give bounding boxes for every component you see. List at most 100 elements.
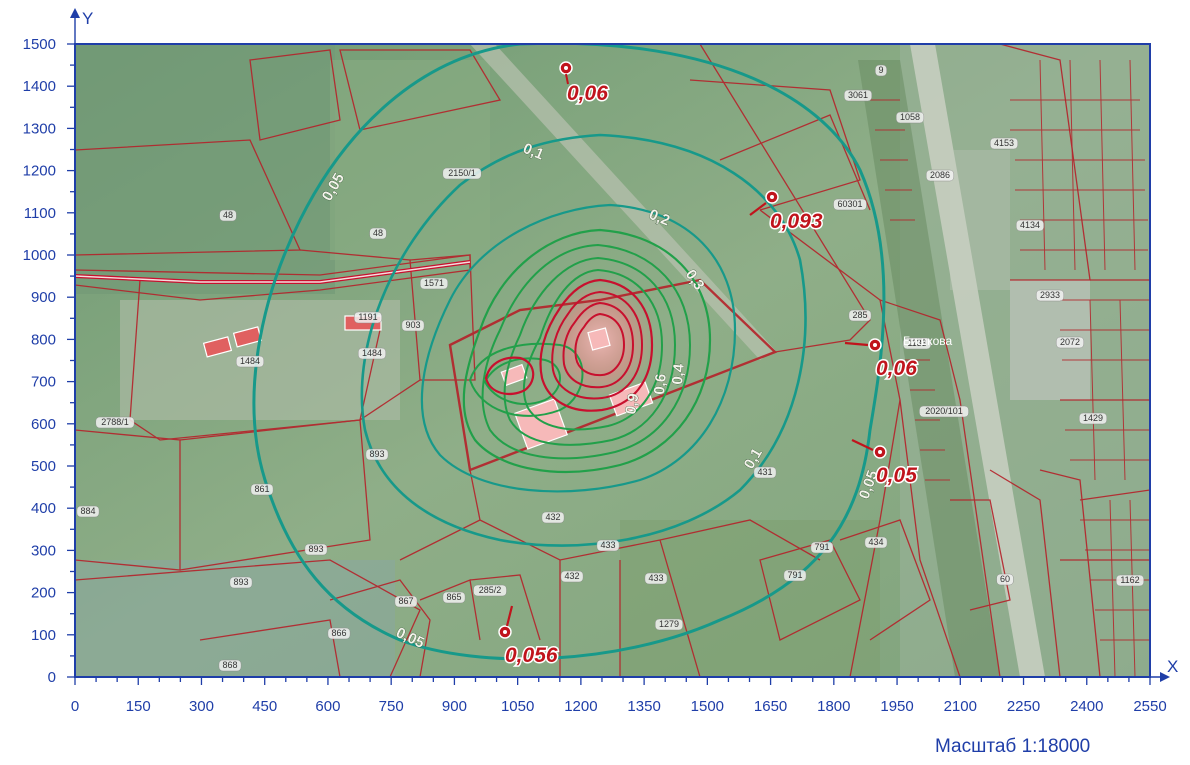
parcel-label-bg — [783, 569, 807, 582]
receptor-points: 0,06 0,093 0,06 0,05 0,056 — [498, 61, 919, 669]
x-tick-label: 1500 — [691, 698, 724, 715]
parcel-label-bg — [229, 576, 253, 589]
x-tick-label: 450 — [252, 698, 277, 715]
parcel-label: 791 — [787, 570, 802, 580]
parcel-labels: 2150/1 48 48 1571 1191 903 1484 1484 2788/1 893 86… — [76, 64, 1145, 672]
parcel-label-bg — [95, 416, 135, 429]
axis-ticks: 0 150 300 450 600 750 900 1050 1200 1350 1500 1650 1… — [23, 36, 1167, 715]
parcel-label-bg — [810, 541, 834, 554]
parcel-label: 2788/1 — [101, 417, 129, 427]
x-tick-label: 1200 — [564, 698, 597, 715]
parcel-label: 434 — [868, 537, 883, 547]
parcel-label: 2086 — [930, 170, 950, 180]
x-axis-title: X — [1167, 657, 1178, 676]
isoline-label: 0,9 — [622, 392, 642, 415]
parcel-label-bg — [654, 618, 684, 631]
y-tick-label: 500 — [31, 458, 56, 475]
parcel-label: 48 — [223, 210, 233, 220]
parcel-label: 431 — [757, 467, 772, 477]
parcel-label-bg — [919, 405, 969, 418]
x-tick-label: 150 — [126, 698, 151, 715]
parcel-label: 893 — [308, 544, 323, 554]
receptor-label: 0,093 — [770, 210, 823, 233]
aerial-background — [75, 44, 1150, 677]
receptor-label: 0,05 — [876, 464, 917, 487]
isoline-0.05 — [252, 44, 886, 661]
y-tick-label: 400 — [31, 500, 56, 517]
scale-label: Масштаб 1:18000 — [935, 736, 1091, 757]
parcel-label-bg — [357, 347, 387, 360]
parcel-label-bg — [925, 169, 955, 182]
parcel-label-bg — [401, 319, 425, 332]
x-tick-label: 300 — [189, 698, 214, 715]
cadastral-grid — [870, 59, 1150, 677]
y-tick-label: 800 — [31, 331, 56, 348]
parcel-label-bg — [843, 89, 873, 102]
receptor-point: 0,093 — [749, 190, 824, 235]
village-label: Бишкова — [903, 334, 953, 348]
parcel-label-bg — [989, 137, 1019, 150]
axes — [70, 8, 1170, 682]
parcel-label: 866 — [331, 628, 346, 638]
receptor-point: 0,05 — [851, 439, 919, 489]
y-tick-label: 1100 — [24, 205, 56, 222]
parcel-label: 60301 — [837, 199, 862, 209]
x-tick-label: 1650 — [754, 698, 787, 715]
parcel-label: 867 — [398, 596, 413, 606]
y-tick-label: 100 — [31, 627, 56, 644]
isoline-0.6 — [503, 256, 677, 446]
x-tick-label: 1350 — [627, 698, 660, 715]
isoline-label: 0,4 — [669, 362, 688, 385]
x-tick-label: 1800 — [817, 698, 850, 715]
parcel-label-bg — [541, 511, 565, 524]
parcel-label: 1484 — [240, 356, 260, 366]
receptor-point: 0,06 — [559, 61, 610, 107]
receptor-label: 0,056 — [505, 644, 558, 667]
parcel-label-bg — [1015, 219, 1045, 232]
receptor-label: 0,06 — [567, 82, 608, 105]
parcel-label-bg — [596, 539, 620, 552]
isoline-0.1 — [360, 133, 807, 547]
parcel-label: 893 — [369, 449, 384, 459]
parcel-label: 3061 — [848, 90, 868, 100]
parcel-label-bg — [304, 543, 328, 556]
parcel-label: 1191 — [358, 312, 377, 322]
parcel-label: 48 — [373, 228, 383, 238]
receptor-point: 0,056 — [498, 605, 559, 669]
parcel-label-bg — [996, 573, 1014, 586]
parcel-label: 9 — [878, 65, 883, 75]
parcel-label-bg — [365, 448, 389, 461]
y-axis-title: Y — [82, 9, 93, 28]
parcel-label: 2072 — [1060, 337, 1080, 347]
parcel-label-bg — [1035, 289, 1065, 302]
parcel-label: 432 — [545, 512, 560, 522]
isolines — [252, 44, 886, 661]
parcel-label-bg — [833, 198, 867, 211]
parcel-label: 432 — [564, 571, 579, 581]
y-tick-label: 200 — [31, 585, 56, 602]
parcel-label: 2150/1 — [448, 168, 476, 178]
parcel-label: 4153 — [994, 138, 1014, 148]
parcel-label-bg — [353, 311, 383, 324]
isoline-0.9 — [523, 268, 664, 431]
y-tick-label: 1500 — [23, 36, 56, 53]
parcel-label: 433 — [648, 573, 663, 583]
isoline-0.3 — [462, 228, 712, 473]
parcel-label-bg — [644, 572, 668, 585]
x-tick-label: 2250 — [1007, 698, 1040, 715]
receptor-point: 0,06 — [844, 338, 919, 382]
parcel-label: 60 — [1000, 574, 1010, 584]
parcel-label-bg — [753, 466, 777, 479]
parcel-label-bg — [394, 595, 418, 608]
parcel-label-bg — [218, 659, 242, 672]
parcel-label: 1429 — [1083, 413, 1103, 423]
parcel-label-bg — [369, 227, 387, 240]
x-tick-label: 750 — [379, 698, 404, 715]
x-tick-label: 600 — [315, 698, 340, 715]
parcel-label: 893 — [233, 577, 248, 587]
parcel-label: 1162 — [1120, 575, 1139, 585]
parcel-label-bg — [327, 627, 351, 640]
isoline-0.4 — [481, 243, 692, 460]
parcel-label: 433 — [600, 540, 615, 550]
